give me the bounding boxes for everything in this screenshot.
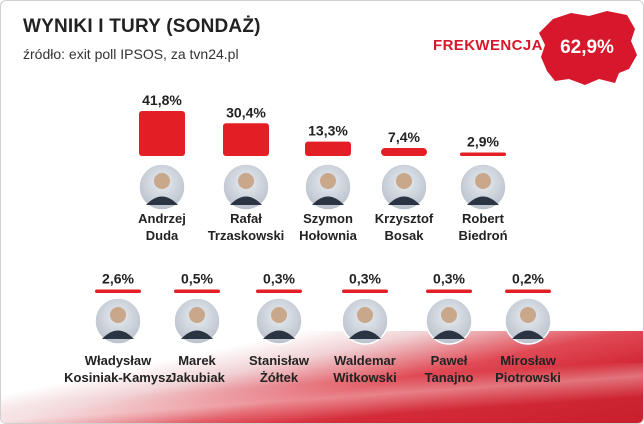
photo-suit [467, 196, 499, 205]
bar-8 [342, 289, 388, 293]
turnout-value: 62,9% [560, 37, 614, 58]
candidate-name-2-line-1: Szymon [303, 211, 353, 226]
photo-head [189, 307, 205, 323]
bar-6 [174, 289, 220, 293]
bar-1 [223, 123, 269, 156]
candidate-name-3-line-2: Bosak [384, 228, 424, 243]
source-note: źródło: exit poll IPSOS, za tvn24.pl [23, 46, 239, 62]
candidate-name-6-line-2: Jakubiak [169, 370, 225, 385]
photo-suit [433, 330, 465, 339]
chart-title: WYNIKI I TURY (SONDAŻ) [23, 16, 261, 37]
candidate-name-8-line-2: Witkowski [333, 370, 396, 385]
candidate-photo-0 [138, 163, 186, 211]
candidate-name-9-line-2: Tanajno [425, 370, 474, 385]
candidate-name-10-line-2: Piotrowski [495, 370, 561, 385]
candidate-name-1-line-1: Rafał [230, 211, 262, 226]
photo-suit [388, 196, 420, 205]
bar-9 [426, 289, 472, 293]
value-label-5: 2,6% [102, 271, 134, 287]
candidate-photo-6 [173, 297, 221, 345]
poland-map-icon [539, 11, 637, 85]
candidate-name-0-line-1: Andrzej [138, 211, 186, 226]
candidate-name-4-line-2: Biedroń [458, 228, 507, 243]
value-label-1: 30,4% [226, 104, 266, 120]
photo-head [475, 173, 491, 189]
photo-head [441, 307, 457, 323]
candidate-name-1-line-2: Trzaskowski [208, 228, 285, 243]
value-label-0: 41,8% [142, 92, 182, 108]
photo-suit [349, 330, 381, 339]
candidate-name-0-line-2: Duda [146, 228, 179, 243]
candidate-name-5-line-2: Kosiniak-Kamysz [64, 370, 172, 385]
candidate-photo-9 [425, 297, 473, 345]
photo-suit [181, 330, 213, 339]
candidate-photo-10 [504, 297, 552, 345]
candidate-photo-7 [255, 297, 303, 345]
value-label-9: 0,3% [433, 271, 465, 287]
photo-suit [312, 196, 344, 205]
photo-head [238, 173, 254, 189]
candidate-photo-3 [380, 163, 428, 211]
photo-head [396, 173, 412, 189]
flag-background [1, 331, 643, 423]
photo-suit [512, 330, 544, 339]
candidate-name-9-line-1: Paweł [431, 353, 468, 368]
photo-head [110, 307, 126, 323]
value-label-4: 2,9% [467, 134, 499, 150]
bars-layer: 41,8% Andrzej Duda 30,4% Rafał Trzaskowski 13,… [64, 92, 561, 385]
photo-head [357, 307, 373, 323]
candidate-photo-4 [459, 163, 507, 211]
bar-0 [139, 111, 185, 156]
bar-5 [95, 289, 141, 293]
photo-suit [263, 330, 295, 339]
bar-3 [381, 148, 427, 156]
candidate-photo-5 [94, 297, 142, 345]
candidate-name-2-line-2: Hołownia [299, 228, 358, 243]
value-label-7: 0,3% [263, 271, 295, 287]
flag-sheen [1, 363, 643, 423]
photo-head [271, 307, 287, 323]
candidate-name-8-line-1: Waldemar [334, 353, 396, 368]
candidate-name-10-line-1: Mirosław [500, 353, 557, 368]
photo-suit [230, 196, 262, 205]
turnout-label: FREKWENCJA [433, 37, 543, 54]
photo-head [520, 307, 536, 323]
photo-head [154, 173, 170, 189]
photo-head [320, 173, 336, 189]
candidate-name-5-line-1: Władysław [85, 353, 152, 368]
value-label-3: 7,4% [388, 129, 420, 145]
value-label-8: 0,3% [349, 271, 381, 287]
candidate-name-7-line-2: Żółtek [260, 370, 299, 385]
bar-7 [256, 289, 302, 293]
bar-10 [505, 289, 551, 293]
candidate-name-3-line-1: Krzysztof [375, 211, 434, 226]
candidate-photo-1 [222, 163, 270, 211]
bar-2 [305, 141, 351, 156]
candidate-photo-2 [304, 163, 352, 211]
candidate-name-7-line-1: Stanisław [249, 353, 310, 368]
photo-suit [102, 330, 134, 339]
candidate-photo-8 [341, 297, 389, 345]
value-label-10: 0,2% [512, 271, 544, 287]
value-label-6: 0,5% [181, 271, 213, 287]
value-label-2: 13,3% [308, 123, 348, 139]
candidate-name-4-line-1: Robert [462, 211, 505, 226]
photo-suit [146, 196, 178, 205]
bar-4 [460, 152, 506, 156]
candidate-name-6-line-1: Marek [178, 353, 216, 368]
